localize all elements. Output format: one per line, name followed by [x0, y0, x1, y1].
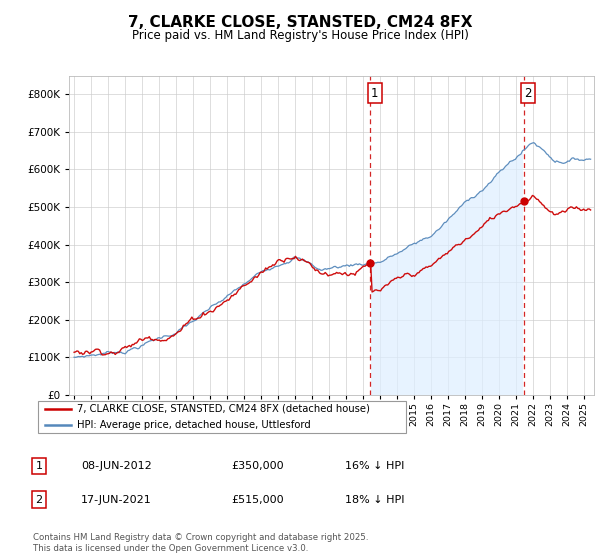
FancyBboxPatch shape [38, 400, 406, 433]
Text: HPI: Average price, detached house, Uttlesford: HPI: Average price, detached house, Uttl… [77, 419, 311, 430]
Text: 18% ↓ HPI: 18% ↓ HPI [345, 494, 404, 505]
Text: 1: 1 [371, 87, 379, 100]
Text: 1: 1 [35, 461, 43, 471]
Text: Contains HM Land Registry data © Crown copyright and database right 2025.
This d: Contains HM Land Registry data © Crown c… [33, 533, 368, 553]
Text: 17-JUN-2021: 17-JUN-2021 [81, 494, 152, 505]
Text: 7, CLARKE CLOSE, STANSTED, CM24 8FX (detached house): 7, CLARKE CLOSE, STANSTED, CM24 8FX (det… [77, 404, 370, 414]
Text: 08-JUN-2012: 08-JUN-2012 [81, 461, 152, 471]
Text: 2: 2 [35, 494, 43, 505]
Text: £350,000: £350,000 [231, 461, 284, 471]
Text: £515,000: £515,000 [231, 494, 284, 505]
Text: Price paid vs. HM Land Registry's House Price Index (HPI): Price paid vs. HM Land Registry's House … [131, 29, 469, 43]
Text: 2: 2 [524, 87, 532, 100]
Text: 16% ↓ HPI: 16% ↓ HPI [345, 461, 404, 471]
Text: 7, CLARKE CLOSE, STANSTED, CM24 8FX: 7, CLARKE CLOSE, STANSTED, CM24 8FX [128, 15, 472, 30]
